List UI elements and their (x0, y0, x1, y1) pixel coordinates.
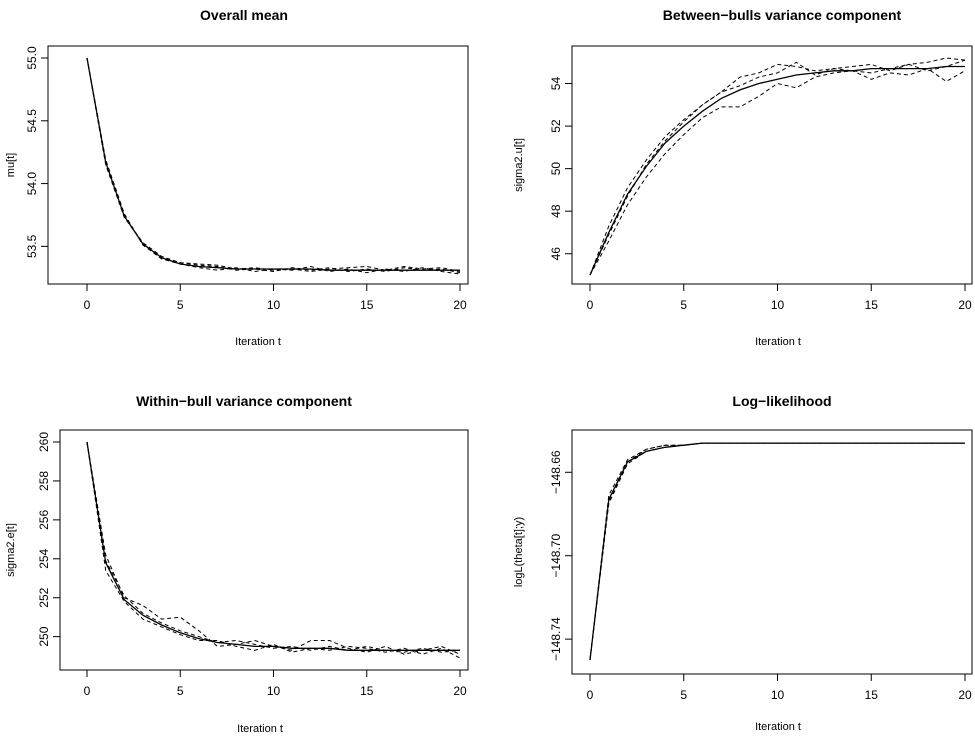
x-tick-label: 0 (587, 298, 594, 312)
y-tick-label: 256 (37, 510, 51, 530)
y-ticks: 250 252 254 256 258 260 (37, 432, 60, 647)
chart-title: Within−bull variance component (136, 393, 352, 409)
x-tick-label: 20 (453, 684, 467, 698)
y-tick-label: 46 (549, 247, 563, 261)
x-axis-label: Iteration t (235, 336, 281, 348)
plot-frame (571, 429, 973, 675)
series-line-dashed-2 (589, 59, 966, 276)
plot-frame (571, 45, 973, 285)
y-tick-label: 258 (37, 471, 51, 491)
x-tick-label: 15 (360, 684, 374, 698)
series-line-dashed-4 (86, 441, 461, 653)
chart-title: Overall mean (200, 7, 288, 23)
y-tick-label: −148.66 (549, 450, 563, 494)
y-tick-label: 254 (37, 548, 51, 568)
x-tick-label: 10 (267, 298, 281, 312)
x-tick-label: 20 (958, 298, 972, 312)
y-tick-label: 54.0 (25, 172, 39, 196)
x-tick-label: 10 (771, 688, 785, 702)
y-ticks: 53.5 54.0 54.5 55.0 (25, 46, 48, 258)
series-group (589, 442, 965, 661)
x-tick-label: 0 (587, 688, 594, 702)
chart-title: Between−bulls variance component (663, 7, 902, 23)
y-tick-label: 54 (549, 77, 563, 91)
y-ticks: 46 48 50 52 54 (549, 77, 572, 261)
y-tick-label: 54.5 (25, 109, 39, 133)
x-ticks: 0 5 10 15 20 (84, 670, 467, 698)
x-tick-label: 20 (958, 688, 972, 702)
series-group (86, 57, 461, 275)
y-tick-label: 250 (37, 626, 51, 646)
series-line-dashed-3 (86, 57, 461, 275)
series-group (589, 57, 966, 276)
x-tick-label: 10 (771, 298, 785, 312)
y-tick-label: 252 (37, 587, 51, 607)
series-line-dashed-4 (86, 57, 461, 273)
panel-log-likelihood: Log−likelihood Iteration t logL(theta[t]… (513, 393, 973, 733)
series-line-solid-1 (589, 65, 965, 276)
y-tick-label: 50 (549, 162, 563, 176)
x-axis-label: Iteration t (755, 721, 801, 733)
plot-frame (59, 429, 469, 671)
chart-title: Log−likelihood (732, 393, 831, 409)
series-line-dashed-4 (589, 57, 966, 276)
series-group (86, 441, 461, 659)
y-axis-label: mu[t] (5, 153, 17, 177)
x-tick-label: 15 (865, 298, 879, 312)
x-ticks: 0 5 10 15 20 (587, 674, 972, 702)
y-axis-label: sigma2.u[t] (513, 138, 525, 192)
x-axis-label: Iteration t (755, 336, 801, 348)
x-tick-label: 15 (360, 298, 374, 312)
y-tick-label: 48 (549, 204, 563, 218)
panel-overall-mean: Overall mean Iteration t mu[t] 0 5 10 15 20 … (5, 7, 469, 348)
plot-frame (47, 45, 469, 285)
y-ticks: −148.74 −148.70 −148.66 (549, 450, 572, 661)
panel-within-bull-variance: Within−bull variance component Iteration… (5, 393, 469, 735)
x-tick-label: 0 (84, 684, 91, 698)
y-tick-label: −148.74 (549, 617, 563, 661)
panel-between-bulls-variance: Between−bulls variance component Iterati… (513, 7, 973, 348)
x-tick-label: 20 (453, 298, 467, 312)
x-axis-label: Iteration t (237, 723, 283, 735)
x-tick-label: 0 (84, 298, 91, 312)
series-line-dashed-4 (589, 442, 965, 661)
x-tick-label: 5 (177, 298, 184, 312)
x-tick-label: 10 (267, 684, 281, 698)
x-tick-label: 15 (865, 688, 879, 702)
x-tick-label: 5 (177, 684, 184, 698)
y-axis-label: sigma2.e[t] (5, 523, 17, 577)
y-axis-label: logL(theta[t];y) (513, 517, 525, 587)
x-tick-label: 5 (680, 298, 687, 312)
series-line-dashed-3 (86, 441, 461, 659)
y-tick-label: 260 (37, 432, 51, 452)
y-tick-label: 53.5 (25, 234, 39, 258)
y-tick-label: 52 (549, 119, 563, 133)
series-line-dashed-2 (86, 57, 461, 274)
x-ticks: 0 5 10 15 20 (587, 284, 972, 312)
y-tick-label: −148.70 (549, 534, 563, 578)
x-tick-label: 5 (680, 688, 687, 702)
x-ticks: 0 5 10 15 20 (84, 284, 467, 312)
y-tick-label: 55.0 (25, 46, 39, 70)
series-line-solid-1 (86, 441, 460, 651)
